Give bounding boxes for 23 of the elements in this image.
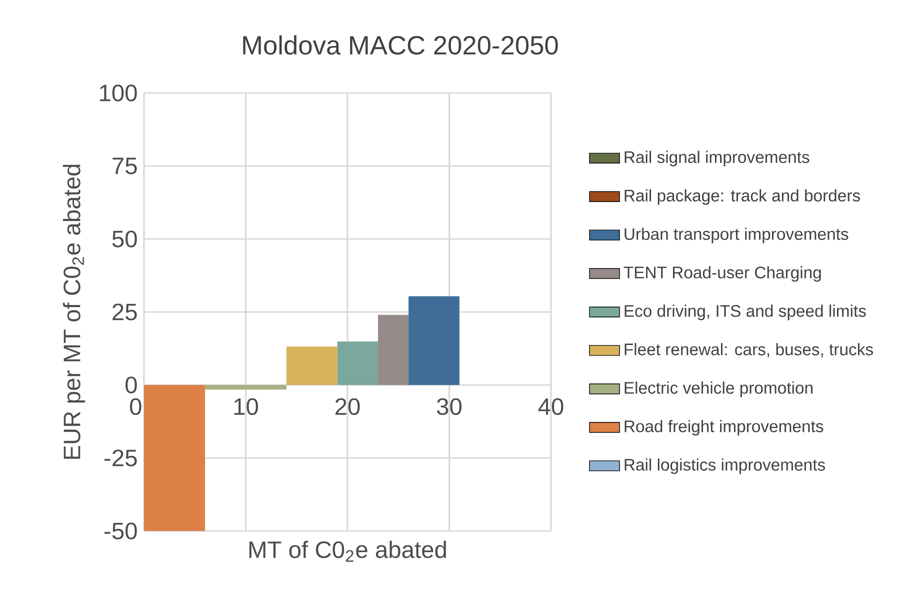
- y-axis-title: EUR per MT of C0$_{2}$e abated: [62, 164, 86, 459]
- legend-label: Fleet renewal: cars, buses, trucks: [624, 343, 873, 358]
- legend-label: Rail logistics improvements: [624, 458, 825, 474]
- legend-label: Rail package: track and borders: [624, 189, 860, 205]
- legend-label: Eco driving, ITS and speed limits: [624, 304, 866, 320]
- x-tick-label: 20: [335, 398, 360, 416]
- x-tick-label: 30: [436, 398, 462, 416]
- x-axis-title: MT of C0$_{2}$e abated: [249, 540, 446, 562]
- legend-label: Electric vehicle promotion: [624, 382, 812, 398]
- y-tick-label: 100: [100, 84, 137, 102]
- y-tick-label: 75: [112, 158, 137, 174]
- legend-label: Road freight improvements: [624, 420, 824, 436]
- legend-label: Urban transport improvements: [624, 228, 848, 244]
- y-tick-label: -50: [104, 522, 137, 540]
- legend-label: Rail signal improvements: [624, 150, 810, 166]
- x-tick-label: 40: [538, 398, 564, 416]
- legend-label: TENT Road-user Charging: [624, 266, 821, 282]
- y-tick-label: 0: [126, 376, 137, 394]
- y-tick-label: 25: [112, 304, 137, 320]
- y-tick-label: -25: [104, 450, 137, 466]
- x-tick-label: 10: [234, 398, 258, 416]
- chart-title: Moldova MACC 2020-2050: [243, 35, 558, 55]
- y-tick-label: 50: [112, 230, 137, 248]
